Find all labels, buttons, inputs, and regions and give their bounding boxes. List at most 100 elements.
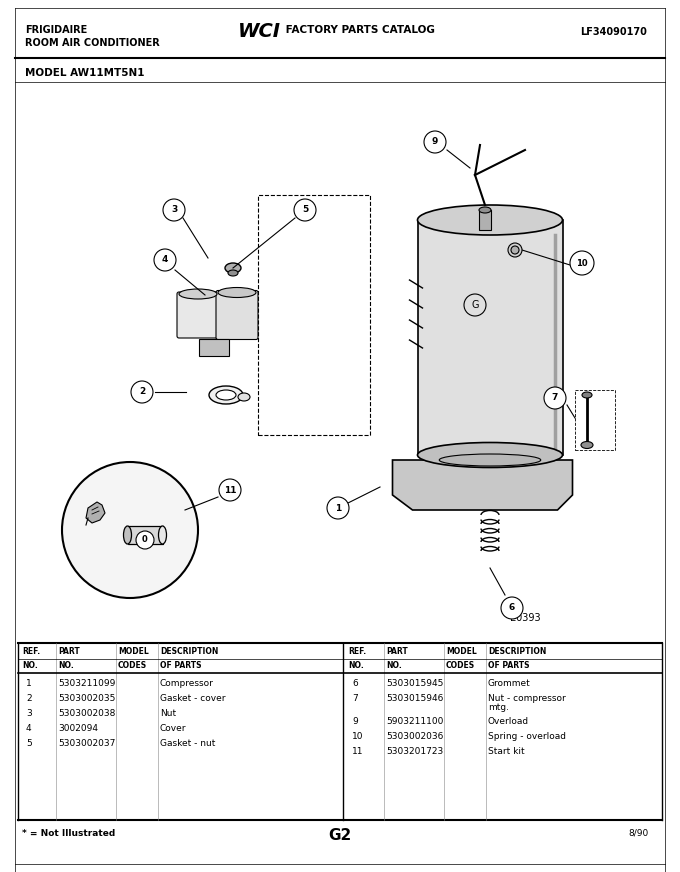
Circle shape [544,387,566,409]
Text: MODEL: MODEL [118,646,149,656]
Polygon shape [392,460,573,510]
Ellipse shape [581,441,593,448]
Text: 5303015946: 5303015946 [386,693,443,703]
Text: 11: 11 [352,746,364,755]
Circle shape [131,381,153,403]
Text: OF PARTS: OF PARTS [160,660,201,670]
Ellipse shape [418,205,562,235]
Text: MODEL: MODEL [446,646,477,656]
Text: Gasket - nut: Gasket - nut [160,739,216,747]
Circle shape [294,199,316,221]
Text: 5303002035: 5303002035 [58,693,116,703]
Ellipse shape [158,526,167,544]
Circle shape [62,462,198,598]
Text: Overload: Overload [488,717,529,726]
Text: WCI: WCI [238,23,281,42]
Text: CODES: CODES [446,660,475,670]
Text: Gasket - cover: Gasket - cover [160,693,226,703]
Text: 7: 7 [551,393,558,403]
Polygon shape [86,502,105,523]
Text: 9: 9 [432,138,438,146]
Circle shape [424,131,446,153]
Ellipse shape [179,289,217,299]
Text: ROOM AIR CONDITIONER: ROOM AIR CONDITIONER [25,38,160,48]
Text: 3002094: 3002094 [58,724,98,732]
Text: 6: 6 [352,678,358,687]
Circle shape [136,531,154,549]
Text: 5303002036: 5303002036 [386,732,443,740]
Text: 5303201723: 5303201723 [386,746,443,755]
Ellipse shape [582,392,592,398]
Text: 5303002037: 5303002037 [58,739,116,747]
Circle shape [163,199,185,221]
Text: G2: G2 [328,828,352,842]
Ellipse shape [418,442,562,467]
Ellipse shape [508,243,522,257]
Text: 2: 2 [139,387,145,397]
Ellipse shape [225,263,241,273]
Ellipse shape [238,393,250,401]
Ellipse shape [124,526,131,544]
Text: 2: 2 [26,693,32,703]
Text: 4: 4 [26,724,32,732]
Circle shape [154,249,176,271]
Text: CODES: CODES [118,660,147,670]
Text: mtg.: mtg. [488,703,509,712]
Text: FACTORY PARTS CATALOG: FACTORY PARTS CATALOG [282,25,435,35]
Text: Start kit: Start kit [488,746,525,755]
Text: MODEL AW11MT5N1: MODEL AW11MT5N1 [25,68,144,78]
Circle shape [219,479,241,501]
Text: 3: 3 [26,708,32,718]
Ellipse shape [218,288,256,297]
Text: 10: 10 [352,732,364,740]
Text: 5303002038: 5303002038 [58,708,116,718]
Text: 11: 11 [224,486,236,494]
FancyBboxPatch shape [216,290,258,339]
Text: 8/90: 8/90 [628,828,648,837]
Ellipse shape [511,246,519,254]
Text: 5: 5 [302,206,308,215]
Text: Compressor: Compressor [160,678,214,687]
Bar [258,195,370,435]
Text: PART: PART [386,646,408,656]
Text: * = Not Illustrated: * = Not Illustrated [22,828,115,837]
Text: DESCRIPTION: DESCRIPTION [488,646,546,656]
Text: E0393: E0393 [510,613,541,623]
Text: 1: 1 [335,503,341,513]
FancyBboxPatch shape [199,339,229,356]
Text: 5303211099: 5303211099 [58,678,116,687]
Text: 7: 7 [352,693,358,703]
Ellipse shape [216,390,236,400]
Text: FRIGIDAIRE: FRIGIDAIRE [25,25,87,35]
Ellipse shape [228,270,238,276]
Text: 1: 1 [26,678,32,687]
Text: REF.: REF. [348,646,366,656]
Ellipse shape [209,386,243,404]
Text: 5: 5 [26,739,32,747]
Text: DESCRIPTION: DESCRIPTION [160,646,218,656]
Text: REF.: REF. [22,646,40,656]
Text: NO.: NO. [348,660,364,670]
Bar [575,390,615,450]
Text: NO.: NO. [58,660,73,670]
Text: G: G [471,300,479,310]
Bar [479,210,491,230]
FancyBboxPatch shape [177,292,219,338]
Text: 0: 0 [142,535,148,544]
Text: 6: 6 [509,603,515,612]
Ellipse shape [479,207,491,213]
Text: OF PARTS: OF PARTS [488,660,530,670]
Ellipse shape [439,454,541,466]
Text: 9: 9 [352,717,358,726]
Text: PART: PART [58,646,80,656]
Text: 10: 10 [576,258,588,268]
Circle shape [501,597,523,619]
Bar [128,526,163,544]
Text: NO.: NO. [22,660,38,670]
Text: Nut - compressor: Nut - compressor [488,693,566,703]
Circle shape [570,251,594,275]
Circle shape [327,497,349,519]
Text: Grommet: Grommet [488,678,531,687]
Bar [418,220,562,455]
Text: 4: 4 [162,255,168,264]
